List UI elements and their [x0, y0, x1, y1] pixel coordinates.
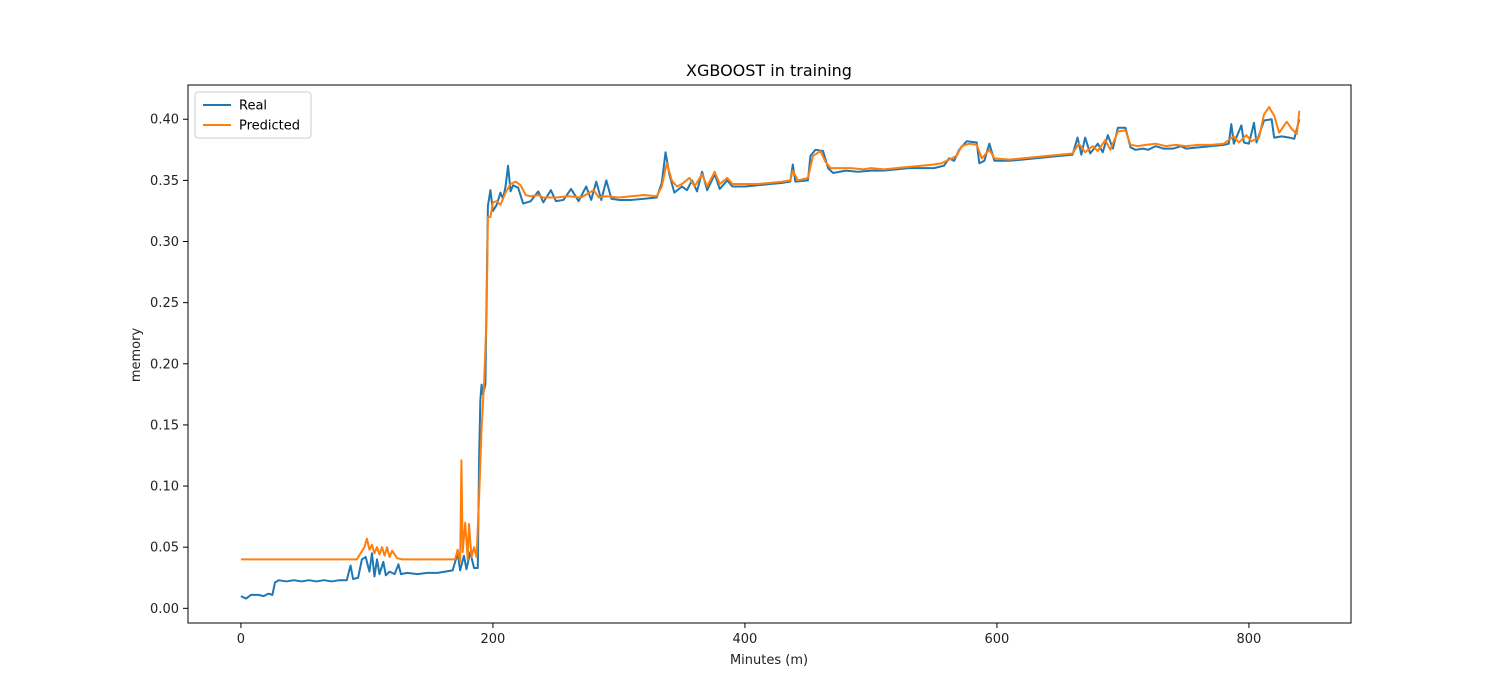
legend-box: [194, 91, 312, 139]
x-tick-label: 400: [733, 632, 758, 647]
y-tick-label: 0.10: [150, 480, 179, 495]
x-tick-label: 600: [985, 632, 1010, 647]
x-axis-label: Minutes (m): [730, 653, 808, 668]
legend-label-real: Real: [239, 99, 267, 114]
legend-label-predicted: Predicted: [239, 119, 300, 134]
plot-frame: [187, 84, 1352, 624]
series-line-real: [240, 118, 1301, 600]
y-tick-label: 0.15: [150, 418, 179, 433]
plot-area: [240, 106, 1301, 600]
series-line-predicted: [240, 106, 1301, 563]
y-tick-label: 0.05: [150, 541, 179, 556]
x-tick-label: 800: [1237, 632, 1262, 647]
legend: Real Predicted: [194, 91, 312, 139]
y-tick-label: 0.35: [150, 174, 179, 189]
y-tick-label: 0.20: [150, 357, 179, 372]
y-tick-label: 0.25: [150, 296, 179, 311]
x-tick-label: 200: [481, 632, 506, 647]
x-tick-label: 0: [237, 632, 245, 647]
chart-title: XGBOOST in training: [686, 61, 852, 80]
y-tick-label: 0.40: [150, 113, 179, 128]
y-axis-label: memory: [129, 328, 144, 383]
y-tick-label: 0.30: [150, 235, 179, 250]
y-tick-label: 0.00: [150, 602, 179, 617]
axes: 0 200 400 600 800 0.00 0.05 0.10 0.15 0.20 0.25 0.3…: [150, 84, 1352, 647]
